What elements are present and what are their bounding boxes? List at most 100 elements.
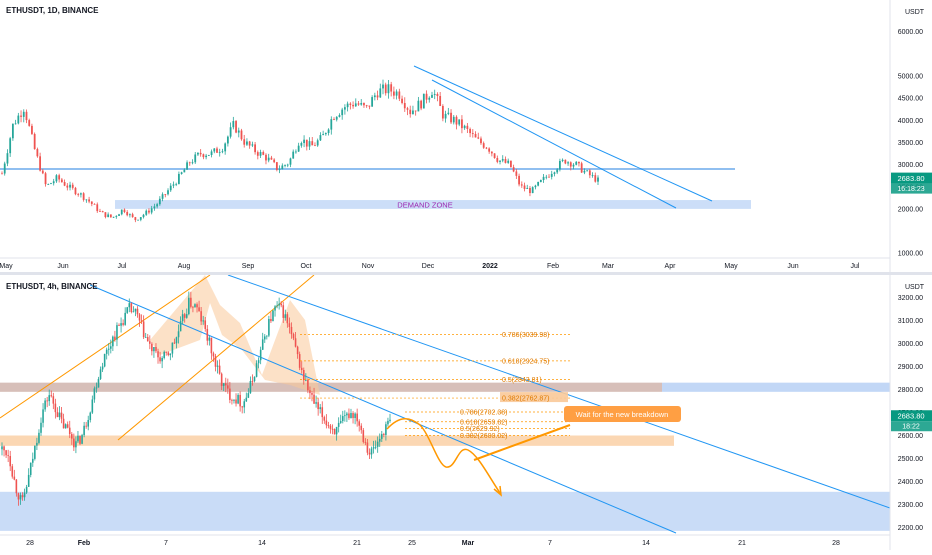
- pattern-shape[interactable]: [150, 275, 320, 395]
- candle-up: [257, 360, 260, 364]
- candle-up: [295, 151, 297, 153]
- x-tick-label: Apr: [665, 263, 677, 270]
- fib-level-label: 0.5(2629.92): [460, 426, 500, 433]
- candle-up: [507, 160, 510, 163]
- candle-down: [474, 134, 477, 138]
- candle-up: [80, 193, 82, 195]
- candle-down: [101, 211, 104, 213]
- candle-up: [116, 325, 118, 340]
- x-tick-label: 21: [353, 540, 361, 547]
- downtrend-line[interactable]: [227, 274, 891, 509]
- candle-down: [548, 176, 550, 178]
- candle-down: [60, 179, 63, 182]
- candle-up: [297, 145, 300, 152]
- candle-up: [575, 161, 578, 165]
- candle-up: [38, 432, 40, 443]
- candle-up: [268, 318, 270, 336]
- currency-label: USDT: [905, 9, 925, 16]
- candle-up: [110, 346, 112, 349]
- candle-down: [360, 425, 363, 431]
- x-tick-label: Feb: [78, 540, 90, 547]
- candle-up: [29, 462, 32, 475]
- candle-up: [181, 314, 184, 322]
- y-tick-label: 6000.00: [898, 29, 923, 36]
- candle-down: [368, 452, 371, 455]
- candle-up: [458, 119, 461, 125]
- candle-down: [485, 147, 488, 149]
- candle-up: [161, 357, 163, 362]
- support-zone[interactable]: [0, 435, 674, 446]
- candle-down: [401, 98, 403, 103]
- x-tick-label: Jun: [787, 263, 798, 270]
- channel-line[interactable]: [0, 274, 211, 419]
- daily-chart-svg[interactable]: DEMAND ZONE USDT1000.002000.002500.00300…: [0, 0, 932, 272]
- candle-down: [368, 105, 371, 107]
- 4h-chart-pane[interactable]: 0.786(3039.98) 0.618(2924.75) 0.5(2843.81)…: [0, 274, 932, 550]
- candle-up: [274, 306, 276, 311]
- fib-level-label: 0.5(2843.81): [502, 377, 542, 384]
- callout-pointer: [473, 424, 571, 461]
- daily-chart-title: ETHUSDT, 1D, BINANCE: [6, 6, 99, 15]
- candle-up: [463, 125, 466, 129]
- candle-down: [288, 323, 291, 327]
- x-tick-label: 2022: [482, 263, 498, 270]
- candle-down: [17, 493, 20, 500]
- candle-down: [409, 109, 412, 115]
- demand-zone[interactable]: [115, 200, 751, 209]
- fib-level-label: 0.382(2600.02): [460, 433, 507, 440]
- candle-up: [412, 110, 414, 115]
- candle-up: [276, 305, 278, 307]
- candle-down: [216, 148, 218, 153]
- candle-down: [1, 173, 3, 175]
- candle-down: [77, 194, 80, 195]
- candle-down: [96, 204, 99, 212]
- candle-down: [140, 320, 143, 322]
- candle-down: [167, 352, 170, 356]
- candle-down: [515, 171, 518, 176]
- daily-chart-pane[interactable]: DEMAND ZONE USDT1000.002000.002500.00300…: [0, 0, 932, 272]
- candle-down: [88, 199, 90, 202]
- candle-up: [40, 422, 42, 433]
- downtrend-line[interactable]: [89, 284, 677, 534]
- demand-zone[interactable]: [0, 491, 890, 531]
- downtrend-line[interactable]: [431, 79, 677, 209]
- candle-up: [197, 152, 199, 155]
- candle-up: [112, 216, 115, 218]
- pane-separator[interactable]: [0, 272, 932, 275]
- 4h-chart-svg[interactable]: 0.786(3039.98) 0.618(2924.75) 0.5(2843.81)…: [0, 274, 932, 550]
- x-tick-label: Dec: [422, 263, 435, 270]
- candle-up: [6, 153, 9, 164]
- candle-down: [21, 495, 24, 498]
- candle-up: [371, 97, 374, 107]
- candle-down: [123, 209, 126, 213]
- projected-path[interactable]: [386, 418, 501, 494]
- fib-level-label: 0.382(2762.87): [502, 396, 549, 403]
- candle-down: [138, 314, 141, 321]
- candle-down: [122, 323, 124, 325]
- candle-up: [180, 172, 183, 174]
- candle-down: [275, 162, 278, 170]
- y-tick-label: 2000.00: [898, 206, 923, 213]
- candle-up: [105, 349, 108, 354]
- downtrend-line[interactable]: [413, 65, 713, 202]
- y-tick-label: 2800.00: [898, 387, 923, 394]
- candle-up: [47, 184, 50, 185]
- resistance-zone-extension[interactable]: [662, 382, 890, 392]
- candle-up: [237, 130, 240, 133]
- candle-down: [224, 383, 227, 386]
- candle-down: [523, 185, 526, 189]
- candle-down: [50, 395, 53, 397]
- candle-down: [580, 163, 583, 173]
- candle-up: [132, 311, 135, 313]
- annotation-callout[interactable]: [564, 406, 681, 422]
- candle-down: [329, 425, 332, 429]
- candle-up: [126, 307, 129, 313]
- candle-down: [323, 417, 326, 421]
- candle-down: [200, 311, 202, 322]
- candle-down: [210, 337, 213, 354]
- candle-up: [17, 115, 20, 124]
- candle-up: [1, 446, 3, 450]
- candle-down: [56, 412, 59, 418]
- candle-down: [325, 420, 328, 426]
- candle-up: [144, 337, 147, 338]
